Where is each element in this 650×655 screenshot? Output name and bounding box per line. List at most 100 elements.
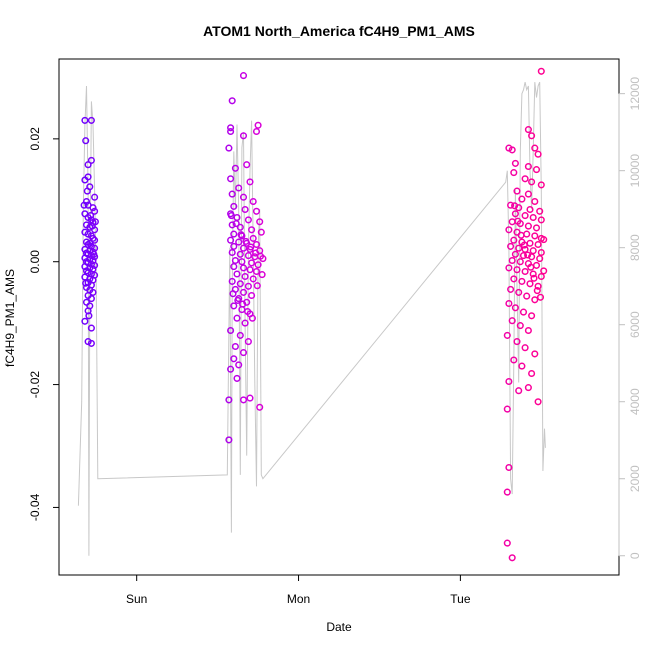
y-tick-label: -0.02: [28, 371, 42, 399]
data-point: [243, 161, 251, 169]
data-point: [228, 277, 236, 285]
data-point: [540, 236, 548, 244]
data-point: [239, 193, 248, 201]
data-point: [225, 436, 233, 444]
data-point: [239, 396, 248, 404]
data-point: [81, 176, 89, 184]
data-point: [89, 204, 97, 212]
data-point: [225, 396, 233, 404]
data-point: [228, 221, 236, 229]
data-point: [518, 362, 526, 370]
data-point: [527, 263, 535, 271]
data-point: [238, 258, 246, 266]
data-point: [241, 272, 249, 281]
data-point: [534, 398, 542, 406]
data-point: [239, 300, 247, 308]
x-tick-label: Mon: [287, 592, 310, 606]
data-point: [513, 266, 521, 274]
data-point: [230, 355, 238, 363]
data-point: [230, 263, 238, 271]
data-point: [536, 207, 544, 215]
data-point: [256, 252, 265, 260]
data-point: [227, 124, 235, 132]
data-point: [521, 212, 529, 220]
data-point: [508, 317, 516, 325]
data-point: [537, 181, 545, 189]
data-point: [236, 280, 244, 288]
data-point: [515, 288, 523, 296]
data-point: [517, 231, 525, 239]
data-point: [244, 216, 252, 224]
data-point: [511, 202, 519, 210]
data-point: [252, 267, 261, 276]
data-point: [84, 161, 92, 169]
data-point: [524, 384, 532, 392]
data-point: [520, 241, 528, 249]
data-point: [236, 331, 244, 339]
data-point: [233, 374, 241, 382]
data-point: [513, 338, 521, 346]
data-point: [536, 255, 544, 263]
data-point: [244, 338, 252, 346]
data-point: [236, 250, 244, 258]
data-point: [227, 365, 235, 373]
data-point: [244, 252, 252, 260]
data-point: [244, 282, 252, 290]
data-point: [505, 463, 513, 472]
data-point: [507, 201, 515, 209]
data-point: [244, 307, 252, 316]
data-point: [230, 302, 238, 310]
data-point: [252, 249, 260, 257]
data-point: [534, 240, 542, 249]
data-point: [252, 127, 261, 136]
data-point: [91, 218, 99, 226]
data-point: [511, 304, 519, 312]
data-point: [235, 184, 243, 192]
data-point: [231, 164, 239, 172]
y2-tick-label: 0: [628, 552, 642, 559]
data-point: [529, 213, 537, 222]
data-point: [513, 187, 521, 195]
data-point: [236, 223, 244, 231]
data-point: [239, 349, 248, 357]
data-point: [248, 291, 256, 300]
data-point: [230, 202, 238, 210]
data-point: [230, 230, 238, 238]
data-point: [256, 218, 264, 226]
y2-tick-label: 4000: [628, 388, 642, 415]
data-point: [91, 193, 99, 201]
data-point: [511, 159, 519, 167]
y-tick-label: 0.00: [28, 250, 42, 274]
data-point: [227, 236, 235, 244]
data-point: [508, 146, 516, 154]
data-point: [257, 228, 265, 236]
data-point: [531, 144, 539, 152]
data-point: [248, 259, 256, 267]
x-tick-label: Sun: [126, 592, 147, 606]
data-point: [534, 282, 542, 290]
data-point: [505, 226, 513, 234]
data-point: [510, 275, 518, 283]
data-point: [91, 236, 99, 244]
data-point: [82, 279, 90, 287]
data-point: [529, 270, 537, 278]
data-point: [511, 210, 519, 218]
data-point: [510, 236, 518, 244]
data-point: [87, 116, 95, 124]
x-tick-label: Tue: [450, 592, 471, 606]
y-axis-label: fC4H9_PM1_AMS: [3, 269, 17, 367]
data-point: [528, 312, 536, 320]
data-point: [246, 394, 254, 402]
data-point: [235, 361, 243, 369]
data-point: [229, 290, 237, 298]
data-point: [503, 405, 511, 413]
data-point: [227, 212, 235, 220]
axes-layer: -0.04 -0.02 0.00 0.02 Sun Mon Tue 0 2000 4000 6000…: [28, 77, 642, 606]
data-point: [82, 137, 90, 145]
data-point: [532, 166, 541, 174]
data-points-layer: [80, 67, 548, 562]
data-point: [505, 299, 513, 308]
data-point: [249, 275, 257, 283]
y-tick-label: 0.02: [28, 127, 42, 151]
data-point: [248, 226, 256, 234]
